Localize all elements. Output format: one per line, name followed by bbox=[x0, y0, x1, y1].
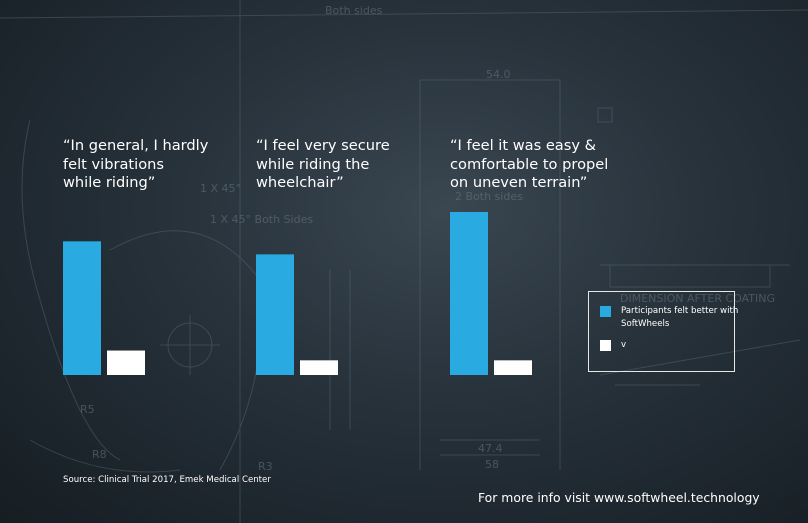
blueprint-box bbox=[597, 107, 613, 123]
blueprint-curve bbox=[21, 119, 121, 461]
chart-legend: Participants felt better with SoftWheels… bbox=[588, 291, 738, 372]
category-quote-terrain: “I feel it was easy & comfortable to pro… bbox=[450, 137, 609, 191]
bar-series-0-category-2 bbox=[450, 212, 488, 375]
blueprint-label: 47.4 bbox=[478, 442, 503, 455]
bar-series-0-category-0 bbox=[63, 241, 101, 375]
footer-website-link[interactable]: For more info visit www.softwheel.techno… bbox=[478, 490, 760, 505]
legend-item-v: v bbox=[600, 339, 739, 352]
category-quote-secure: “I feel very secure while riding the whe… bbox=[256, 137, 390, 191]
blueprint-label: DIMENSION AFTER COATING bbox=[620, 292, 775, 305]
blueprint-label: R8 bbox=[92, 448, 107, 461]
legend-swatch-participants bbox=[600, 306, 611, 317]
blueprint-circle bbox=[167, 322, 213, 368]
blueprint-line bbox=[0, 9, 808, 19]
bar-series-1-category-2 bbox=[494, 360, 532, 375]
category-quote-vibrations: “In general, I hardly felt vibrations wh… bbox=[63, 137, 209, 191]
blueprint-label: 58 bbox=[485, 458, 499, 471]
bar-series-1-category-0 bbox=[107, 350, 145, 375]
bar-series-1-category-1 bbox=[300, 360, 338, 375]
blueprint-line bbox=[599, 339, 801, 376]
legend-item-participants: Participants felt better with SoftWheels bbox=[600, 305, 739, 330]
legend-label-participants: Participants felt better with SoftWheels bbox=[621, 306, 739, 329]
blueprint-curve bbox=[29, 439, 181, 473]
blueprint-label: 1 X 45° Both Sides bbox=[210, 213, 313, 226]
blueprint-label: 54.0 bbox=[486, 68, 511, 81]
blueprint-label: R3 bbox=[258, 460, 273, 473]
legend-label-v: v bbox=[621, 340, 627, 350]
bar-series-0-category-1 bbox=[256, 254, 294, 375]
blueprint-label: R5 bbox=[80, 403, 95, 416]
blueprint-label: 1 X 45° bbox=[200, 182, 241, 195]
blueprint-label: 2 Both sides bbox=[455, 190, 523, 203]
blueprint-label: Both sides bbox=[325, 4, 383, 17]
legend-swatch-v bbox=[600, 340, 611, 351]
source-note: Source: Clinical Trial 2017, Emek Medica… bbox=[63, 475, 271, 485]
blueprint-box bbox=[609, 264, 771, 288]
